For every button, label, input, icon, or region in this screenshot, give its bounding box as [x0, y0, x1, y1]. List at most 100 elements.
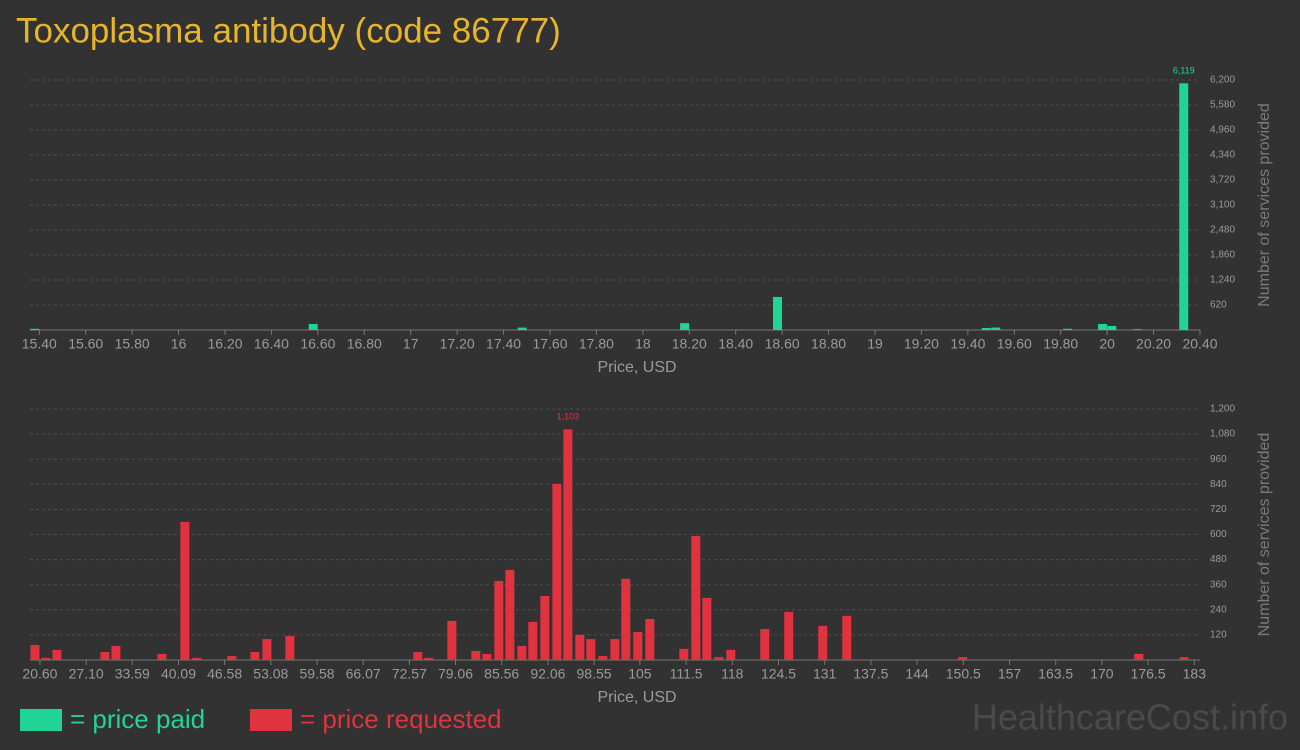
- y-tick-label: 620: [1210, 300, 1227, 311]
- x-tick-label: 15.60: [68, 336, 103, 352]
- y-tick-label: 360: [1210, 579, 1227, 590]
- x-tick-label: 98.55: [577, 666, 612, 682]
- bar: [679, 648, 689, 660]
- bar: [517, 327, 527, 330]
- y-tick-label: 5,580: [1210, 100, 1235, 111]
- bar: [621, 578, 631, 660]
- x-tick-label: 92.06: [530, 666, 565, 682]
- bar: [610, 639, 620, 660]
- bar: [773, 296, 782, 330]
- x-tick-label: 20.20: [1136, 336, 1171, 352]
- x-tick-label: 20.40: [1182, 336, 1217, 352]
- y-tick-label: 240: [1210, 604, 1227, 615]
- x-tick-label: 118: [721, 666, 744, 682]
- chart-title: Toxoplasma antibody (code 86777): [16, 11, 561, 50]
- bar: [505, 569, 515, 660]
- bar: [552, 483, 562, 660]
- x-tick-label: 18.80: [811, 336, 846, 352]
- bar: [1134, 653, 1144, 660]
- x-tick-label: 72.57: [392, 666, 427, 682]
- y-tick-label: 720: [1210, 504, 1227, 515]
- x-tick-label: 46.58: [207, 666, 242, 682]
- bar: [575, 634, 585, 660]
- y-tick-label: 3,720: [1210, 175, 1235, 186]
- bar: [818, 625, 828, 660]
- bar: [540, 595, 550, 660]
- y-tick-label: 480: [1210, 554, 1227, 565]
- legend-swatch: [250, 709, 292, 731]
- x-tick-label: 17: [403, 336, 419, 352]
- value-label: 1,103: [557, 412, 580, 422]
- x-tick-label: 17.80: [579, 336, 614, 352]
- bar: [517, 645, 527, 660]
- bar: [424, 657, 434, 660]
- bar: [645, 619, 655, 660]
- bar: [784, 611, 794, 660]
- bar: [262, 639, 272, 660]
- bar: [250, 652, 260, 660]
- bar: [30, 644, 40, 660]
- legend-swatch: [20, 709, 62, 731]
- bar: [760, 629, 770, 660]
- watermark: HealthcareCost.info: [972, 697, 1288, 738]
- bar: [991, 327, 1001, 330]
- bar: [192, 657, 202, 660]
- bar: [482, 653, 492, 660]
- x-tick-label: 137.5: [853, 666, 888, 682]
- bar: [308, 323, 318, 330]
- bar: [227, 656, 237, 660]
- x-tick-label: 124.5: [761, 666, 796, 682]
- y-tick-label: 3,100: [1210, 200, 1235, 211]
- bar: [111, 645, 121, 660]
- x-tick-label: 16.80: [347, 336, 382, 352]
- x-tick-label: 18.40: [718, 336, 753, 352]
- x-tick-label: 19.60: [997, 336, 1032, 352]
- x-tick-label: 170: [1090, 666, 1114, 682]
- x-tick-label: 19.40: [950, 336, 985, 352]
- bar: [981, 327, 991, 330]
- bar: [1132, 329, 1142, 330]
- x-tick-label: 19: [867, 336, 883, 352]
- bar: [30, 328, 40, 330]
- bar: [714, 657, 724, 660]
- bar: [528, 621, 538, 660]
- bar: [958, 657, 968, 660]
- x-tick-label: 17.60: [532, 336, 567, 352]
- x-tick-label: 16.20: [207, 336, 242, 352]
- y-tick-label: 1,200: [1210, 404, 1235, 415]
- x-axis-label: Price, USD: [597, 689, 676, 706]
- bar: [586, 639, 596, 660]
- x-tick-label: 33.59: [115, 666, 150, 682]
- value-label: 6,119: [1173, 66, 1195, 76]
- x-tick-label: 18: [635, 336, 651, 352]
- x-tick-label: 16.60: [300, 336, 335, 352]
- x-tick-label: 15.80: [115, 336, 150, 352]
- bar: [447, 620, 457, 660]
- x-tick-label: 85.56: [484, 666, 519, 682]
- y-tick-label: 2,480: [1210, 225, 1235, 236]
- x-tick-label: 19.20: [904, 336, 939, 352]
- x-tick-label: 150.5: [946, 666, 981, 682]
- bar: [633, 631, 643, 660]
- x-tick-label: 53.08: [253, 666, 288, 682]
- bar: [702, 597, 712, 660]
- x-tick-label: 18.60: [765, 336, 800, 352]
- y-tick-label: 4,960: [1210, 125, 1235, 136]
- y-tick-label: 1,240: [1210, 275, 1235, 286]
- bar: [598, 656, 608, 660]
- y-tick-label: 840: [1210, 479, 1227, 490]
- y-tick-label: 6,200: [1210, 75, 1235, 86]
- bar: [680, 323, 690, 330]
- x-tick-label: 59.58: [300, 666, 335, 682]
- bar: [494, 580, 504, 660]
- x-tick-label: 163.5: [1038, 666, 1073, 682]
- x-axis-label: Price, USD: [597, 359, 676, 376]
- bar: [413, 652, 423, 660]
- x-tick-label: 17.20: [440, 336, 475, 352]
- bar: [180, 521, 190, 660]
- x-tick-label: 79.06: [438, 666, 473, 682]
- x-tick-label: 19.80: [1043, 336, 1078, 352]
- bar: [1098, 323, 1107, 330]
